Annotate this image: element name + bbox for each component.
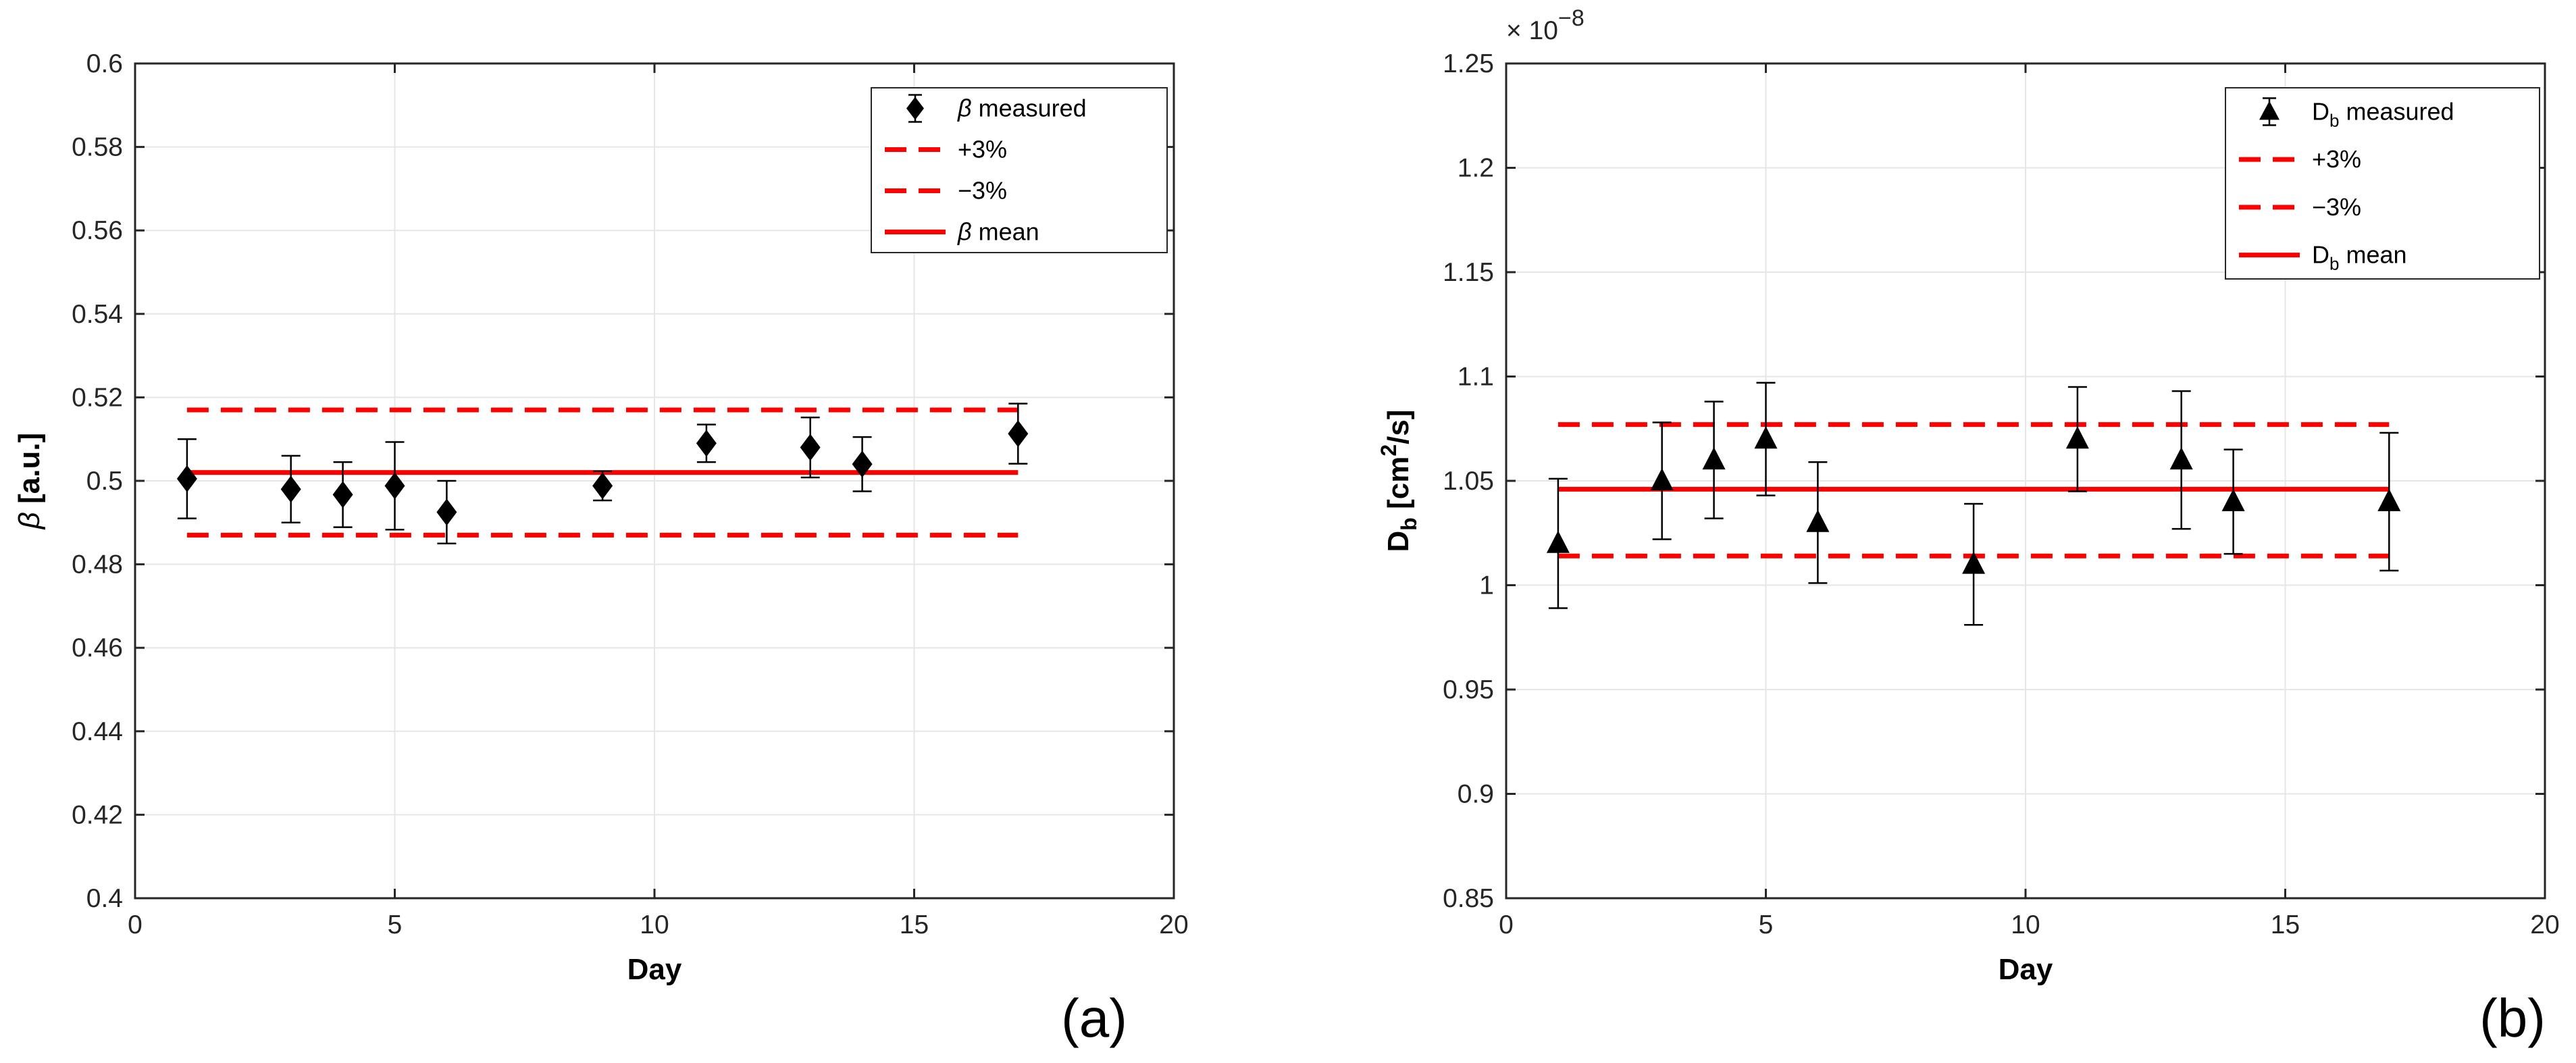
legend-label-minus: −3% [958,177,1007,205]
y-tick-label: 0.9 [1458,780,1494,809]
legend-label-measured: Db measured [2312,97,2454,130]
x-tick-label: 10 [2011,910,2040,939]
x-tick-label: 0 [1499,910,1514,939]
y-tick-label: 0.56 [72,216,123,245]
data-point-triangle [2065,426,2089,449]
y-tick-label: 1.15 [1443,258,1494,287]
data-point-diamond [384,472,405,500]
panel-label: (b) [2479,988,2546,1048]
data-point-triangle [2169,447,2193,470]
x-tick-label: 20 [2530,910,2559,939]
legend-triangle-marker [2259,101,2279,120]
chart-a: 0 5 10 15 20 0.4 0.42 0.44 0.46 0.48 0.5 0.52 0.54 0.… [13,49,1189,1048]
x-axis-label: Day [1999,953,2053,986]
x-tick-label: 10 [640,910,669,939]
data-point-diamond [800,434,821,461]
data-point-triangle [1962,551,1986,574]
y-tick-label: 1.25 [1443,49,1494,78]
data-point-diamond [176,465,197,492]
y-axis-label: Db [cm2/s] [1376,410,1421,552]
legend-label-mean: Db mean [2312,241,2407,274]
data-point-diamond [280,475,301,503]
axes-frame [1505,62,2546,900]
data-point-diamond [852,450,873,478]
data-point-triangle [1702,447,1726,470]
x-tick-label: 15 [2271,910,2300,939]
y-tick-label: 1.2 [1458,154,1494,183]
data-point-triangle [1546,530,1570,553]
data-point-triangle [2377,488,2401,511]
data-point-diamond [696,430,717,457]
y-tick-label: 0.44 [72,717,123,746]
legend-label-minus: −3% [2312,193,2361,221]
y-tick-label: 0.42 [72,800,123,829]
y-tick-label: 0.6 [86,49,123,78]
data-point-diamond [1008,420,1029,448]
data-point-triangle [2221,488,2245,511]
y-tick-label: 0.95 [1443,675,1494,704]
legend-diamond-marker [906,97,924,120]
y-axis-label: β [a.u.] [13,433,46,530]
legend-label-mean: β mean [957,218,1039,246]
x-tick-label: 0 [128,910,143,939]
y-exponent-label: × 10−8 [1506,5,1585,45]
y-tick-label: 1.1 [1458,363,1494,392]
x-axis-label: Day [627,953,682,986]
chart-b: 0 5 10 15 20 0.85 0.9 0.95 1 1.05 1.1 1.15 1.2 1.25 × … [1376,5,2560,1048]
legend-label-measured: β measured [957,95,1087,122]
y-tick-label: 0.4 [86,884,123,913]
data-point-triangle [1806,509,1830,532]
y-tick-label: 0.52 [72,383,123,412]
data-point-triangle [1650,468,1674,490]
x-tick-label: 15 [900,910,929,939]
y-tick-label: 0.54 [72,300,123,329]
axes-frame [134,62,1175,900]
data-point-triangle [1754,426,1778,449]
y-tick-label: 1.05 [1443,467,1494,496]
y-tick-label: 0.46 [72,633,123,663]
y-tick-label: 0.5 [86,467,123,496]
data-point-diamond [332,481,353,509]
y-tick-label: 0.48 [72,550,123,579]
y-tick-label: 0.85 [1443,884,1494,913]
y-tick-label: 0.58 [72,133,123,162]
data-point-diamond [592,472,613,500]
legend-label-plus: +3% [958,136,1007,163]
legend-box [871,87,1168,253]
data-point-diamond [436,498,457,526]
panel-label: (a) [1061,988,1127,1048]
legend-label-plus: +3% [2312,145,2361,173]
x-tick-label: 5 [1759,910,1774,939]
x-tick-label: 5 [388,910,403,939]
x-tick-label: 20 [1159,910,1188,939]
y-tick-label: 1 [1479,571,1494,600]
